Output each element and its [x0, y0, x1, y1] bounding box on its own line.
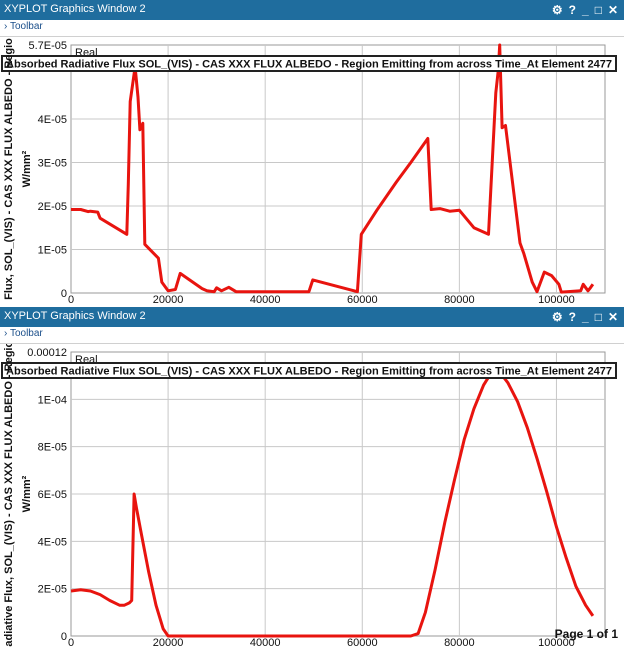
y-axis-title: Flux, SOL_(VIS) - CAS XXX FLUX ALBEDO - …: [3, 38, 15, 300]
y-tick-label: 4E-05: [38, 536, 67, 548]
help-icon[interactable]: ?: [568, 3, 576, 17]
chart-title: Absorbed Radiative Flux SOL_(VIS) - CAS …: [6, 59, 612, 71]
close-icon[interactable]: ✕: [607, 310, 618, 324]
y-tick-label: 2E-05: [38, 584, 67, 596]
y-axis-unit: W/mm²: [21, 150, 33, 187]
help-icon[interactable]: ?: [568, 310, 576, 324]
toolbar-label-2: Toolbar: [9, 328, 43, 339]
x-tick-label: 20000: [153, 294, 184, 306]
x-tick-label: 20000: [153, 637, 184, 649]
y-tick-label: 8E-05: [38, 442, 67, 454]
graphics-window-2: XYPLOT Graphics Window 2 ⚙ ? _ □ ✕ › Too…: [0, 307, 624, 654]
x-tick-label: 60000: [347, 637, 378, 649]
y-axis-title: adiative Flux, SOL_(VIS) - CAS XXX FLUX …: [3, 344, 15, 647]
window-title-1: XYPLOT Graphics Window 2: [4, 3, 146, 15]
x-tick-label: 80000: [444, 294, 475, 306]
x-tick-label: 80000: [444, 637, 475, 649]
y-tick-label: 1E-04: [38, 394, 67, 406]
series-line: [70, 369, 595, 638]
window-titlebar-2: XYPLOT Graphics Window 2 ⚙ ? _ □ ✕: [0, 307, 624, 327]
maximize-icon[interactable]: □: [594, 3, 602, 17]
plot-frame: [70, 44, 606, 294]
toolbar-label-1: Toolbar: [9, 21, 43, 32]
x-tick-label: 60000: [347, 294, 378, 306]
y-axis-unit: W/mm²: [21, 475, 33, 512]
y-tick-label: 0: [61, 631, 67, 643]
title-banner: [1, 362, 617, 379]
y-tick-label: 0.00012: [27, 347, 67, 359]
y-tick-label: 3E-05: [38, 157, 67, 169]
xy-plot-2: 0 20000 40000 60000 80000 100000 0 2E-05 4E-05 6E…: [1, 341, 617, 654]
chevron-right-icon: ›: [4, 21, 8, 32]
window-titlebar-1: XYPLOT Graphics Window 2 ⚙ ? _ □ ✕: [0, 0, 624, 20]
chart-title: Absorbed Radiative Flux SOL_(VIS) - CAS …: [6, 366, 612, 378]
settings-gear-icon[interactable]: ⚙: [551, 310, 563, 324]
y-tick-label: 4E-05: [38, 114, 67, 126]
toolbar-row-1: › Toolbar: [0, 20, 624, 37]
window-controls-1: ⚙ ? _ □ ✕: [552, 1, 618, 19]
toolbar-row-2: › Toolbar: [0, 327, 624, 344]
minimize-icon[interactable]: _: [582, 3, 589, 17]
close-icon[interactable]: ✕: [607, 3, 618, 17]
x-tick-label: 40000: [250, 637, 281, 649]
toolbar-toggle-1[interactable]: › Toolbar: [4, 21, 43, 32]
x-tick-label: 100000: [538, 294, 575, 306]
y-tick-label: 2E-05: [38, 201, 67, 213]
x-tick-label: 40000: [250, 294, 281, 306]
toolbar-toggle-2[interactable]: › Toolbar: [4, 328, 43, 339]
chevron-right-icon: ›: [4, 328, 8, 339]
y-tick-label: 1E-05: [38, 244, 67, 256]
xy-plot-1: 0 20000 40000 60000 80000 100000 0 1E-05 2E-05 3E…: [1, 38, 617, 306]
plot-area-2: 0 20000 40000 60000 80000 100000 0 2E-05 4E-05 6E…: [0, 341, 624, 654]
window-controls-2: ⚙ ? _ □ ✕: [552, 308, 618, 326]
x-tick-label: 0: [68, 294, 74, 306]
settings-gear-icon[interactable]: ⚙: [551, 3, 563, 17]
plot-area-1: 0 20000 40000 60000 80000 100000 0 1E-05 2E-05 3E…: [0, 37, 624, 307]
x-tick-label: 0: [68, 637, 74, 649]
x-tick-label: 100000: [538, 637, 575, 649]
series-line: [71, 43, 595, 294]
window-title-2: XYPLOT Graphics Window 2: [4, 310, 146, 322]
graphics-window-1: XYPLOT Graphics Window 2 ⚙ ? _ □ ✕ › Too…: [0, 0, 624, 307]
y-tick-label: 6E-05: [38, 489, 67, 501]
maximize-icon[interactable]: □: [594, 310, 602, 324]
minimize-icon[interactable]: _: [582, 310, 589, 324]
y-tick-label: 5.7E-05: [28, 40, 67, 52]
page-indicator: Page 1 of 1: [554, 627, 618, 641]
title-banner: [1, 55, 617, 72]
y-tick-label: 0: [61, 288, 67, 300]
